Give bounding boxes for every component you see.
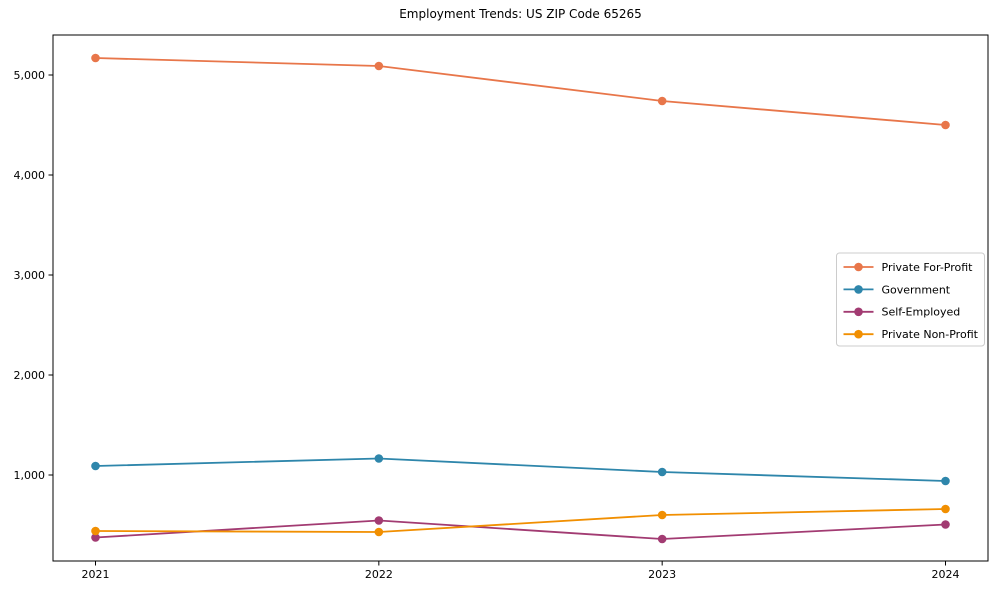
x-tick-label: 2023 <box>648 568 676 581</box>
legend-label: Private For-Profit <box>882 261 974 274</box>
y-tick-label: 5,000 <box>14 69 46 82</box>
data-point <box>657 534 667 544</box>
x-tick-label: 2022 <box>365 568 393 581</box>
series-line-self-employed <box>95 519 946 540</box>
chart-title: Employment Trends: US ZIP Code 65265 <box>399 7 642 21</box>
data-point <box>374 516 384 525</box>
legend-label: Private Non-Profit <box>882 328 979 341</box>
data-point <box>91 533 100 542</box>
data-point <box>657 96 667 106</box>
x-tick-label: 2024 <box>932 568 960 581</box>
data-point <box>374 454 384 463</box>
legend-label: Self-Employed <box>882 306 961 319</box>
y-tick-label: 2,000 <box>14 369 46 382</box>
data-point <box>657 467 667 477</box>
x-tick-label: 2021 <box>82 568 110 581</box>
legend-box <box>836 252 985 347</box>
series-line-government <box>95 457 946 482</box>
legend-marker-icon <box>854 329 863 339</box>
y-tick-label: 3,000 <box>14 269 46 282</box>
data-point <box>941 476 950 486</box>
data-point <box>91 53 100 63</box>
series-line-private-for-profit <box>95 57 946 126</box>
legend-marker-icon <box>854 262 863 272</box>
legend-label: Government <box>882 283 951 296</box>
data-point <box>374 61 384 71</box>
y-tick-label: 4,000 <box>14 169 46 182</box>
data-point <box>374 527 384 537</box>
plot-area-border <box>52 34 989 562</box>
data-point <box>941 520 950 529</box>
data-point <box>941 120 950 130</box>
series-line-private-non-profit <box>95 508 946 533</box>
legend-marker-icon <box>854 285 863 294</box>
data-point <box>941 504 950 514</box>
data-point <box>657 510 667 520</box>
legend-marker-icon <box>854 307 863 317</box>
y-tick-label: 1,000 <box>14 469 46 482</box>
data-point <box>91 461 100 471</box>
data-point <box>91 526 100 536</box>
